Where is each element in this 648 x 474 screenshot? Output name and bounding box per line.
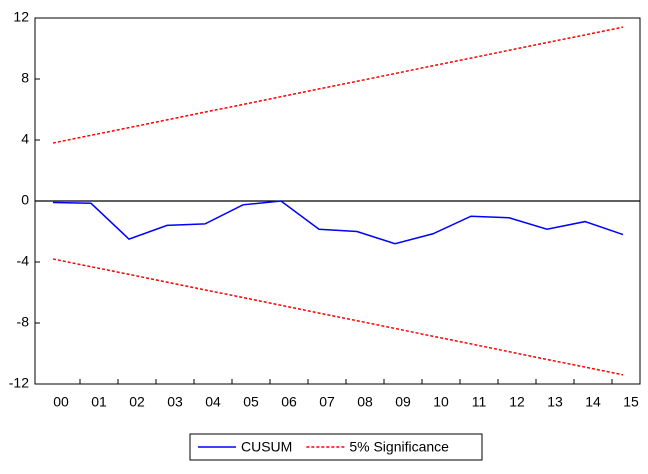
y-tick-label: 0: [21, 192, 29, 208]
legend: CUSUM 5% Significance: [189, 433, 483, 461]
legend-box: [189, 433, 483, 461]
x-tick-label: 03: [167, 394, 183, 410]
x-tick-label: 00: [53, 394, 69, 410]
y-tick-label: 12: [13, 9, 29, 25]
x-tick-label: 04: [205, 394, 221, 410]
y-tick-label: -4: [17, 253, 30, 269]
y-tick-label: 8: [21, 70, 29, 86]
x-tick-label: 06: [281, 394, 297, 410]
x-tick-label: 05: [243, 394, 259, 410]
series-line: [52, 258, 624, 376]
x-tick-label: 02: [129, 394, 145, 410]
series-line: [52, 200, 624, 245]
legend-label: CUSUM: [241, 439, 292, 455]
x-tick-label: 11: [472, 394, 487, 410]
series-line: [52, 26, 624, 144]
x-tick-label: 12: [509, 394, 525, 410]
x-tick-label: 15: [623, 394, 639, 410]
x-tick-label: 13: [547, 394, 563, 410]
x-tick-label: 14: [585, 394, 601, 410]
x-tick-label: 07: [319, 394, 335, 410]
x-tick-label: 09: [395, 394, 411, 410]
y-tick-label: -12: [9, 375, 29, 391]
x-tick-label: 08: [357, 394, 373, 410]
x-tick-label: 01: [91, 394, 107, 410]
legend-label: 5% Significance: [349, 439, 449, 455]
x-tick-label: 10: [433, 394, 449, 410]
y-tick-label: 4: [21, 131, 29, 147]
y-tick-label: -8: [17, 314, 30, 330]
